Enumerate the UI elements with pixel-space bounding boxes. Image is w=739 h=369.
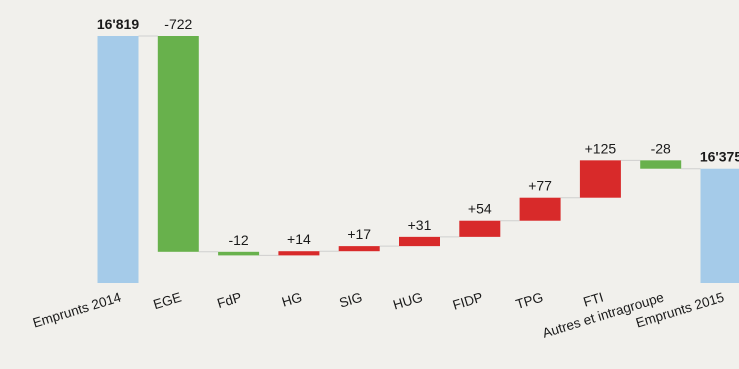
bar-fdp — [218, 251, 260, 256]
value-label-emprunts-2015: 16'375 — [700, 149, 739, 165]
x-tick-fidp: FIDP — [451, 290, 485, 313]
value-label-autres-et-intragroupe: -28 — [651, 140, 671, 156]
x-tick-hg: HG — [280, 290, 304, 310]
x-tick-tpg: TPG — [514, 290, 545, 312]
x-tick-emprunts-2014: Emprunts 2014 — [31, 289, 123, 330]
value-label-fdp: -12 — [228, 232, 248, 248]
x-tick-ege: EGE — [152, 290, 184, 313]
x-tick-sig: SIG — [337, 290, 364, 311]
bar-autres-et-intragroupe — [640, 160, 682, 169]
bar-hug — [399, 236, 440, 247]
bar-ege — [157, 36, 199, 252]
x-tick-fdp: FdP — [215, 290, 243, 312]
bar-emprunts-2014 — [97, 36, 139, 283]
bar-hg — [278, 251, 320, 256]
value-label-fidp: +54 — [468, 201, 492, 217]
bar-fidp — [459, 220, 501, 237]
value-label-ege: -722 — [164, 16, 192, 32]
x-tick-hug: HUG — [391, 290, 424, 313]
value-label-fti: +125 — [585, 140, 617, 156]
value-label-tpg: +77 — [528, 178, 552, 194]
bar-fti — [579, 160, 621, 198]
value-label-sig: +17 — [347, 226, 371, 242]
value-label-hug: +31 — [408, 217, 432, 233]
bar-emprunts-2015 — [700, 168, 739, 283]
value-label-hg: +14 — [287, 231, 311, 247]
bar-sig — [338, 246, 380, 252]
value-label-emprunts-2014: 16'819 — [97, 16, 139, 32]
bar-tpg — [519, 197, 561, 221]
x-tick-fti: FTI — [582, 290, 606, 310]
